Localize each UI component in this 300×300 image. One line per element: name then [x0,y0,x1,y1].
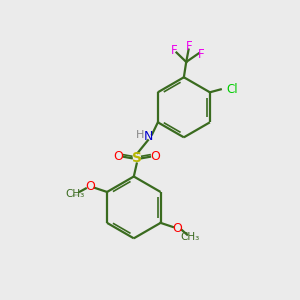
Text: F: F [170,44,177,57]
Text: S: S [132,151,142,165]
Text: F: F [186,40,193,53]
Text: methoxy: methoxy [73,194,79,195]
Text: O: O [150,150,160,163]
Text: Cl: Cl [226,83,238,96]
Text: N: N [144,130,153,143]
Text: F: F [198,48,205,61]
Text: O: O [173,222,183,235]
Text: O: O [85,180,95,193]
Text: CH₃: CH₃ [180,232,200,242]
Text: H: H [136,130,145,140]
Text: O: O [114,150,123,163]
Text: methoxy: methoxy [73,195,79,196]
Text: CH₃: CH₃ [65,189,84,199]
